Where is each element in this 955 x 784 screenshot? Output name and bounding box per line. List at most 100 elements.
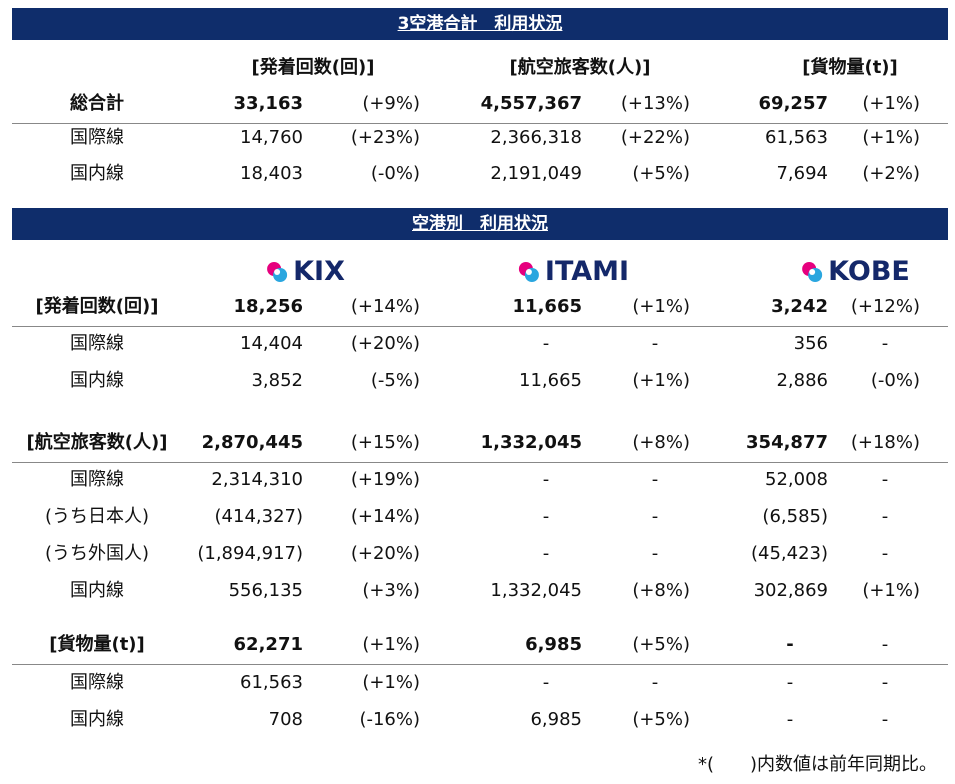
cell: 14,760 xyxy=(240,127,303,148)
row-label: (うち日本人) xyxy=(44,506,150,527)
row-label: 国内線 xyxy=(70,580,124,601)
cell: - xyxy=(542,672,550,693)
cell: 3,852 xyxy=(251,370,303,391)
cell: - xyxy=(651,543,659,564)
cell: 6,985 xyxy=(530,709,582,730)
cell: - xyxy=(651,469,659,490)
logo-icon xyxy=(518,261,539,282)
cell: 6,985 xyxy=(525,634,582,655)
cell: - xyxy=(881,333,889,354)
cell: 302,869 xyxy=(753,580,828,601)
cell: 14,404 xyxy=(240,333,303,354)
cell: 61,563 xyxy=(240,672,303,693)
divider xyxy=(12,123,948,124)
row-label: 国際線 xyxy=(70,672,124,693)
row-label: [航空旅客数(人)] xyxy=(26,432,168,453)
cell: (1,894,917) xyxy=(197,543,303,564)
cell: - xyxy=(881,543,889,564)
row-label: 国際線 xyxy=(70,127,124,148)
cell: 11,665 xyxy=(519,370,582,391)
cell: 11,665 xyxy=(512,296,582,317)
logo-icon xyxy=(802,261,823,282)
divider xyxy=(12,462,948,463)
divider xyxy=(12,326,948,327)
cell: (45,423) xyxy=(750,543,828,564)
cell: (+5%) xyxy=(632,163,690,184)
cell: 2,870,445 xyxy=(201,432,303,453)
cell: - xyxy=(881,506,889,527)
row-label: 国内線 xyxy=(70,163,124,184)
cell: (+20%) xyxy=(350,543,420,564)
airport-name: KOBE xyxy=(828,256,910,287)
cell: 18,256 xyxy=(233,296,303,317)
cell: 69,257 xyxy=(758,93,828,114)
row-label: 国内線 xyxy=(70,709,124,730)
cell: (+5%) xyxy=(632,634,690,655)
cell: 708 xyxy=(268,709,303,730)
footnote: *( )内数値は前年同期比。 xyxy=(697,754,937,775)
row-label: 国際線 xyxy=(70,333,124,354)
cell: (+14%) xyxy=(350,296,420,317)
cell: - xyxy=(651,333,659,354)
cell: (+20%) xyxy=(350,333,420,354)
cell: 2,314,310 xyxy=(211,469,303,490)
cell: (+19%) xyxy=(350,469,420,490)
cell: (+14%) xyxy=(350,506,420,527)
airport-logo: ITAMI xyxy=(517,256,629,287)
cell: 356 xyxy=(793,333,828,354)
cell: 354,877 xyxy=(746,432,828,453)
cell: (+1%) xyxy=(362,672,420,693)
cell: (+1%) xyxy=(632,296,690,317)
cell: (+2%) xyxy=(862,163,920,184)
cell: (+13%) xyxy=(620,93,690,114)
cell: - xyxy=(881,469,889,490)
cell: (+15%) xyxy=(350,432,420,453)
section-bar: 3空港合計 利用状況 xyxy=(12,8,948,40)
cell: (+23%) xyxy=(350,127,420,148)
cell: 1,332,045 xyxy=(490,580,582,601)
cell: 62,271 xyxy=(233,634,303,655)
cell: (-0%) xyxy=(370,163,420,184)
column-header: [航空旅客数(人)] xyxy=(509,57,651,78)
cell: - xyxy=(881,634,889,655)
logo-icon xyxy=(267,261,288,282)
row-label: [貨物量(t)] xyxy=(49,634,145,655)
cell: 4,557,367 xyxy=(480,93,582,114)
cell: (-16%) xyxy=(359,709,420,730)
section-title: 3空港合計 利用状況 xyxy=(397,14,563,34)
cell: (+1%) xyxy=(862,580,920,601)
cell: (+3%) xyxy=(362,580,420,601)
cell: (+5%) xyxy=(632,709,690,730)
airport-name: KIX xyxy=(293,256,345,287)
cell: (+1%) xyxy=(862,93,920,114)
cell: 2,366,318 xyxy=(490,127,582,148)
column-header: [発着回数(回)] xyxy=(251,57,375,78)
cell: (-0%) xyxy=(870,370,920,391)
cell: (+1%) xyxy=(862,127,920,148)
cell: (6,585) xyxy=(762,506,828,527)
cell: (+1%) xyxy=(362,634,420,655)
cell: (414,327) xyxy=(214,506,303,527)
cell: (-5%) xyxy=(370,370,420,391)
cell: (+1%) xyxy=(632,370,690,391)
divider xyxy=(12,664,948,665)
cell: - xyxy=(542,506,550,527)
cell: (+9%) xyxy=(362,93,420,114)
cell: - xyxy=(786,634,794,655)
cell: (+12%) xyxy=(850,296,920,317)
airport-logo: KIX xyxy=(265,256,345,287)
cell: (+22%) xyxy=(620,127,690,148)
cell: 61,563 xyxy=(765,127,828,148)
cell: - xyxy=(542,333,550,354)
cell: 18,403 xyxy=(240,163,303,184)
airport-logo: KOBE xyxy=(800,256,910,287)
cell: 52,008 xyxy=(765,469,828,490)
cell: (+18%) xyxy=(850,432,920,453)
cell: 2,886 xyxy=(776,370,828,391)
cell: - xyxy=(651,506,659,527)
cell: (+8%) xyxy=(632,580,690,601)
column-header: [貨物量(t)] xyxy=(802,57,898,78)
cell: - xyxy=(542,543,550,564)
cell: - xyxy=(651,672,659,693)
